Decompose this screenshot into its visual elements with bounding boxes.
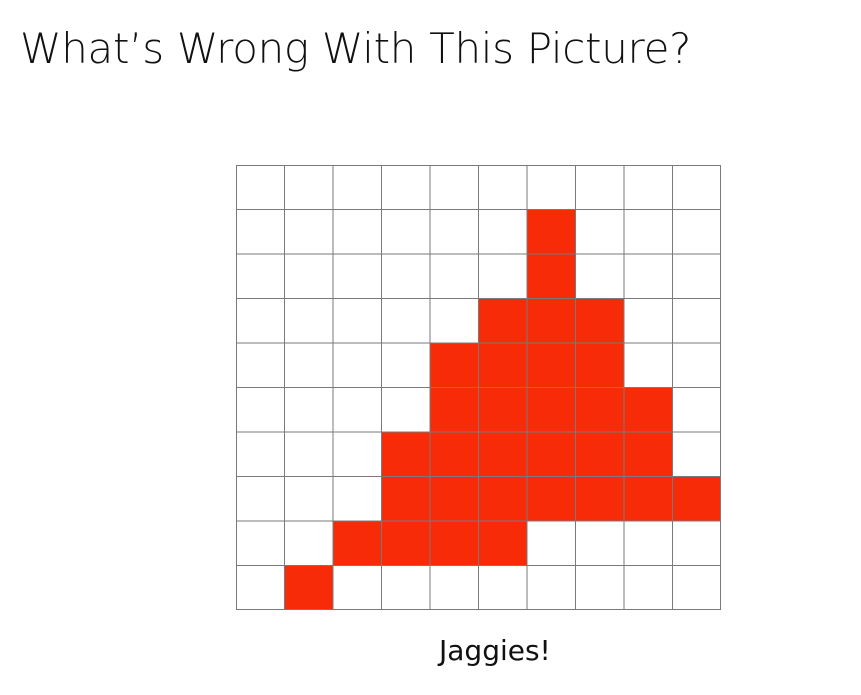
filled-cell-r8-c2 [333,521,382,566]
filled-cell-r6-c6 [527,432,576,477]
filled-cell-r5-c5 [478,387,527,432]
pixel-grid-svg [236,165,721,610]
grid-lines [236,165,721,610]
filled-cell-r5-c4 [430,387,479,432]
filled-cell-r5-c8 [624,387,673,432]
filled-cell-r7-c7 [575,476,624,521]
filled-cell-r7-c9 [672,476,721,521]
filled-cell-r7-c5 [478,476,527,521]
filled-cell-r7-c6 [527,476,576,521]
filled-cell-r3-c6 [527,298,576,343]
filled-cell-r6-c7 [575,432,624,477]
filled-cell-r4-c6 [527,343,576,388]
filled-cell-r8-c4 [430,521,479,566]
filled-cell-r8-c3 [381,521,430,566]
filled-cell-r8-c5 [478,521,527,566]
filled-cell-r6-c5 [478,432,527,477]
filled-cell-r4-c4 [430,343,479,388]
filled-cell-r3-c5 [478,298,527,343]
filled-cell-r5-c6 [527,387,576,432]
filled-cell-r3-c7 [575,298,624,343]
filled-cell-r4-c5 [478,343,527,388]
filled-cell-r9-c1 [284,565,333,610]
filled-cells [284,209,721,610]
filled-cell-r7-c8 [624,476,673,521]
filled-cell-r6-c3 [381,432,430,477]
pixel-grid [236,165,721,610]
filled-cell-r7-c4 [430,476,479,521]
caption-jaggies: Jaggies! [439,634,551,667]
filled-cell-r4-c7 [575,343,624,388]
filled-cell-r6-c8 [624,432,673,477]
filled-cell-r6-c4 [430,432,479,477]
filled-cell-r1-c6 [527,209,576,254]
filled-cell-r2-c6 [527,254,576,299]
filled-cell-r5-c7 [575,387,624,432]
filled-cell-r7-c3 [381,476,430,521]
slide-title: What’s Wrong With This Picture? [20,24,692,73]
